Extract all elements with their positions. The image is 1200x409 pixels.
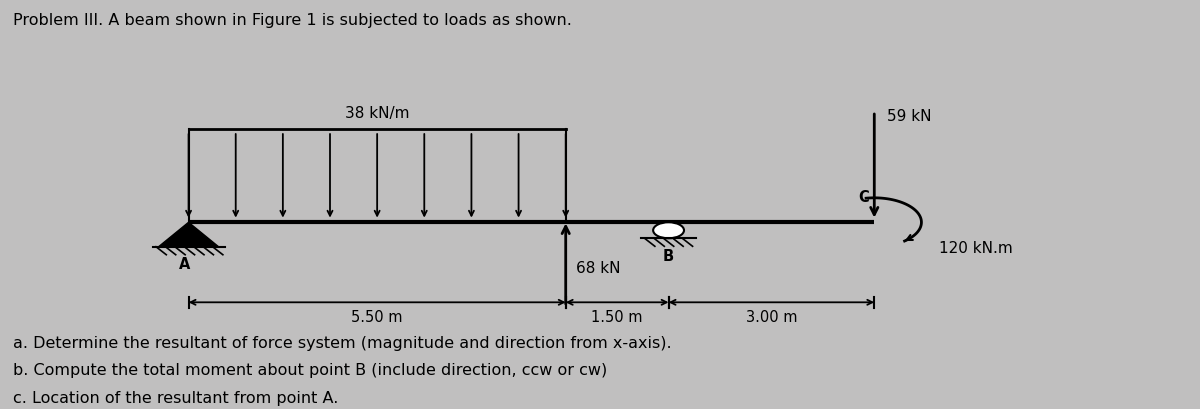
Text: 59 kN: 59 kN xyxy=(887,109,931,124)
Text: 3.00 m: 3.00 m xyxy=(745,310,797,325)
Text: A: A xyxy=(179,256,190,272)
Text: C: C xyxy=(859,190,869,205)
Text: b. Compute the total moment about point B (include direction, ccw or cw): b. Compute the total moment about point … xyxy=(13,363,607,378)
Text: 68 kN: 68 kN xyxy=(576,261,620,276)
Text: Problem III. A beam shown in Figure 1 is subjected to loads as shown.: Problem III. A beam shown in Figure 1 is… xyxy=(13,13,571,28)
Text: 120 kN.m: 120 kN.m xyxy=(938,241,1013,256)
Polygon shape xyxy=(158,222,218,247)
Text: B: B xyxy=(664,249,674,264)
Text: 38 kN/m: 38 kN/m xyxy=(344,106,409,121)
Text: 1.50 m: 1.50 m xyxy=(592,310,643,325)
Text: 5.50 m: 5.50 m xyxy=(352,310,403,325)
Text: a. Determine the resultant of force system (magnitude and direction from x-axis): a. Determine the resultant of force syst… xyxy=(13,336,672,351)
Circle shape xyxy=(653,222,684,238)
Text: c. Location of the resultant from point A.: c. Location of the resultant from point … xyxy=(13,391,338,406)
